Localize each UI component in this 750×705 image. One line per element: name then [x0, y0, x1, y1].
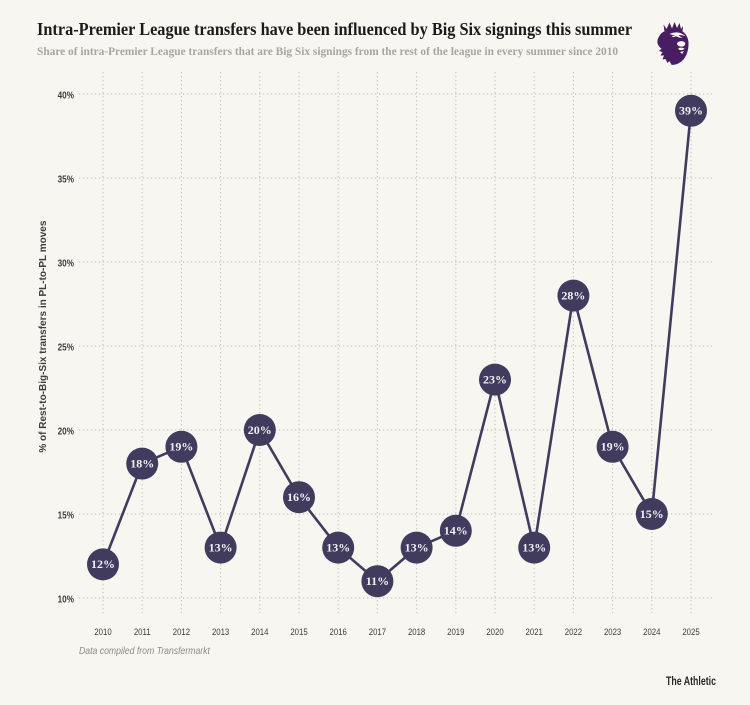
svg-text:2025: 2025 — [682, 626, 699, 637]
svg-text:% of Rest-to-Big-Six transfers: % of Rest-to-Big-Six transfers in PL-to-… — [38, 220, 49, 453]
svg-text:19%: 19% — [601, 440, 625, 454]
svg-text:2015: 2015 — [290, 626, 307, 637]
svg-text:13%: 13% — [522, 540, 546, 554]
svg-text:13%: 13% — [209, 540, 233, 554]
svg-text:20%: 20% — [58, 426, 74, 437]
svg-text:2024: 2024 — [643, 626, 660, 637]
svg-text:2017: 2017 — [369, 626, 386, 637]
svg-text:25%: 25% — [58, 342, 74, 353]
svg-text:2011: 2011 — [134, 626, 151, 637]
svg-text:2014: 2014 — [251, 626, 268, 637]
svg-text:16%: 16% — [287, 490, 311, 504]
svg-text:14%: 14% — [444, 524, 468, 538]
svg-text:10%: 10% — [58, 594, 74, 605]
svg-text:2022: 2022 — [565, 626, 582, 637]
svg-text:28%: 28% — [561, 288, 585, 302]
svg-text:2012: 2012 — [173, 626, 190, 637]
svg-text:18%: 18% — [130, 456, 154, 470]
svg-text:19%: 19% — [169, 440, 193, 454]
svg-text:2018: 2018 — [408, 626, 425, 637]
svg-text:2013: 2013 — [212, 626, 229, 637]
svg-text:13%: 13% — [326, 540, 350, 554]
svg-text:2020: 2020 — [486, 626, 503, 637]
svg-text:23%: 23% — [483, 372, 507, 386]
svg-text:40%: 40% — [58, 90, 74, 101]
svg-text:15%: 15% — [58, 510, 74, 521]
svg-text:2010: 2010 — [94, 626, 111, 637]
svg-text:2021: 2021 — [526, 626, 543, 637]
svg-text:30%: 30% — [58, 258, 74, 269]
svg-text:2016: 2016 — [330, 626, 347, 637]
svg-text:15%: 15% — [640, 507, 664, 521]
svg-text:20%: 20% — [248, 423, 272, 437]
svg-text:2023: 2023 — [604, 626, 621, 637]
svg-text:11%: 11% — [366, 574, 389, 588]
svg-text:13%: 13% — [405, 540, 429, 554]
svg-text:2019: 2019 — [447, 626, 464, 637]
svg-text:12%: 12% — [91, 557, 115, 571]
svg-text:39%: 39% — [679, 104, 703, 118]
svg-text:35%: 35% — [58, 174, 74, 185]
